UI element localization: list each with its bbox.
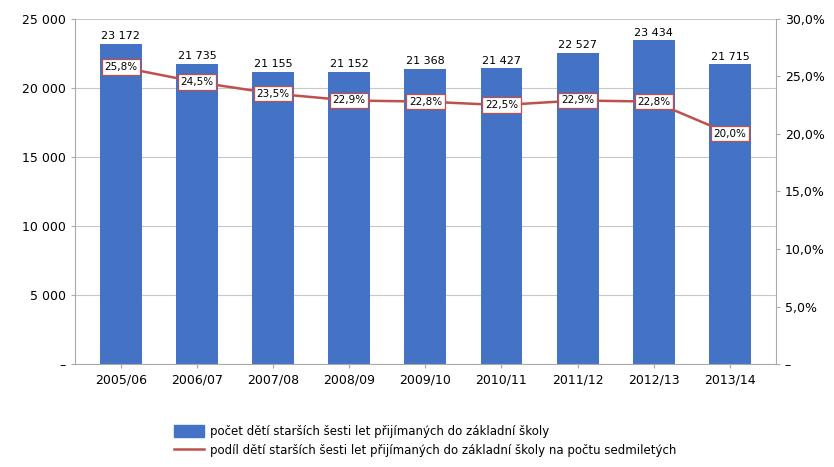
Text: 22,8%: 22,8% (409, 97, 442, 106)
Bar (329, 72, 370, 364)
Bar (480, 68, 522, 364)
Text: 22 527: 22 527 (558, 40, 597, 50)
Bar (100, 44, 142, 364)
Text: 25,8%: 25,8% (104, 62, 138, 72)
Text: 22,9%: 22,9% (561, 95, 594, 106)
Text: 21 155: 21 155 (254, 59, 293, 69)
Text: 21 427: 21 427 (482, 56, 521, 65)
Bar (633, 40, 675, 364)
Text: 21 735: 21 735 (178, 51, 216, 61)
Legend: počet dětí starších šesti let přijímaných do základní školy, podíl dětí starších: počet dětí starších šesti let přijímanýc… (170, 421, 681, 462)
Text: 22,5%: 22,5% (485, 100, 518, 110)
Bar (556, 53, 599, 364)
Text: 24,5%: 24,5% (180, 77, 214, 87)
Text: 23 172: 23 172 (101, 31, 140, 42)
Text: 23,5%: 23,5% (257, 89, 289, 99)
Text: 21 368: 21 368 (406, 57, 445, 66)
Bar (404, 69, 446, 364)
Text: 22,8%: 22,8% (637, 97, 671, 106)
Bar (252, 72, 294, 364)
Bar (176, 64, 218, 364)
Text: 21 715: 21 715 (711, 51, 749, 62)
Text: 21 152: 21 152 (329, 59, 369, 70)
Text: 22,9%: 22,9% (333, 95, 366, 106)
Text: 23 434: 23 434 (635, 28, 673, 38)
Bar (709, 64, 751, 364)
Text: 20,0%: 20,0% (714, 129, 746, 139)
